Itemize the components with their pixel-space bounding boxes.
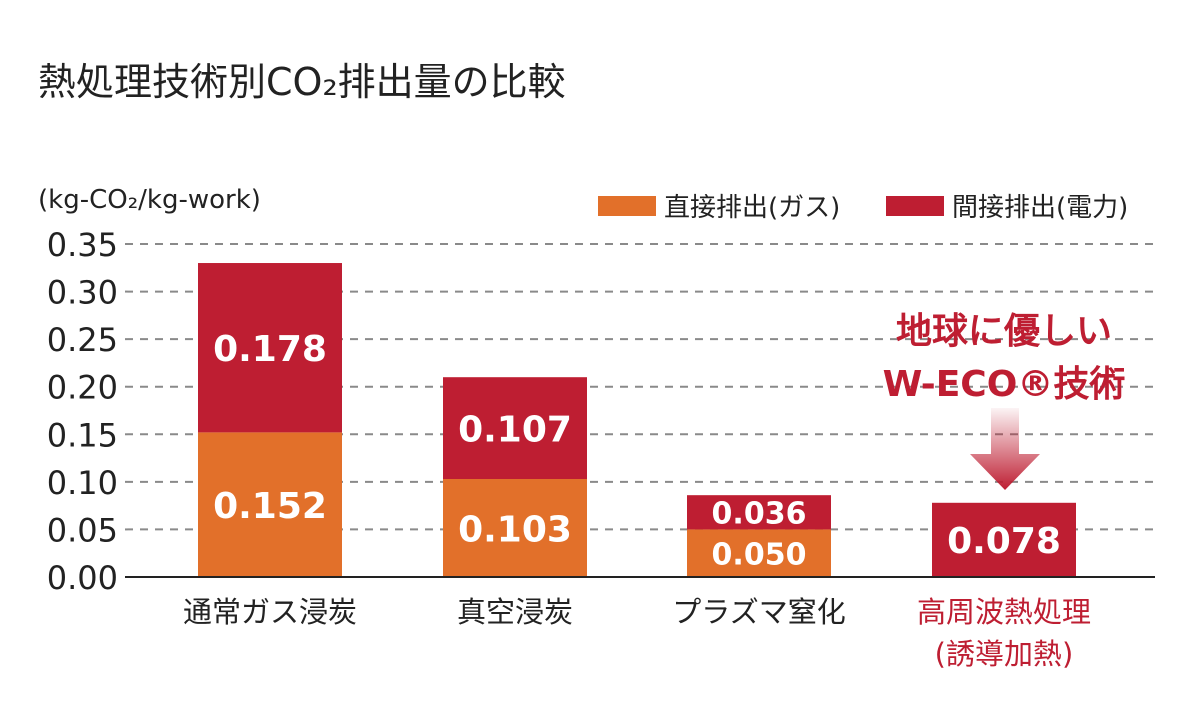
y-tick-label: 0.25 [47,321,118,359]
down-arrow-icon [970,408,1040,490]
bar-segment [443,377,587,480]
legend-swatch [886,196,944,216]
y-tick-label: 0.00 [47,559,118,597]
legend-label: 間接排出(電力) [952,193,1128,223]
y-tick-label: 0.35 [47,226,118,264]
bar-segment [932,502,1076,577]
y-tick-label: 0.10 [47,464,118,502]
y-tick-label: 0.05 [47,511,118,549]
y-tick-label: 0.30 [47,274,118,312]
legend-label: 直接排出(ガス) [664,193,840,223]
data-label: 0.050 [712,537,807,572]
data-label: 0.078 [947,521,1061,562]
bar-segment [198,263,342,433]
category-label: 真空浸炭 [457,595,573,629]
annotation-line1: 地球に優しい [896,311,1112,352]
bar-segment [687,529,831,577]
data-label: 0.107 [458,409,572,450]
data-label: 0.178 [213,329,327,370]
y-tick-label: 0.15 [47,416,118,454]
category-label: 通常ガス浸炭 [183,595,357,629]
annotation-line2: W-ECO®技術 [883,364,1126,405]
category-label: プラズマ窒化 [672,595,845,629]
bar-segment [198,432,342,577]
y-axis-label: (kg-CO₂/kg-work) [38,185,261,215]
y-tick-label: 0.20 [47,369,118,407]
category-label: 高周波熱処理 [917,595,1091,629]
data-label: 0.036 [712,496,807,531]
bar-segment [443,479,587,577]
legend-swatch [598,196,656,216]
bar-segment [687,495,831,530]
data-label: 0.103 [458,509,572,550]
category-label: (誘導加熱) [935,637,1074,671]
chart-title: 熱処理技術別CO₂排出量の比較 [38,60,566,104]
data-label: 0.152 [213,486,327,527]
